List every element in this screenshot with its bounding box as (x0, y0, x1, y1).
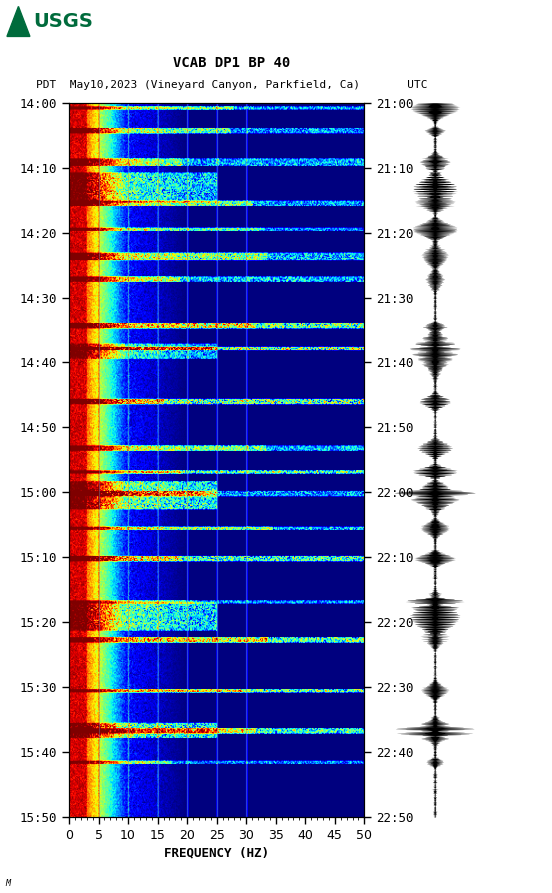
Text: VCAB DP1 BP 40: VCAB DP1 BP 40 (173, 55, 290, 70)
X-axis label: FREQUENCY (HZ): FREQUENCY (HZ) (164, 846, 269, 859)
Text: M: M (6, 879, 10, 888)
Text: PDT  May10,2023 (Vineyard Canyon, Parkfield, Ca)       UTC: PDT May10,2023 (Vineyard Canyon, Parkfie… (36, 79, 428, 90)
Polygon shape (7, 6, 30, 37)
Text: USGS: USGS (33, 12, 93, 31)
